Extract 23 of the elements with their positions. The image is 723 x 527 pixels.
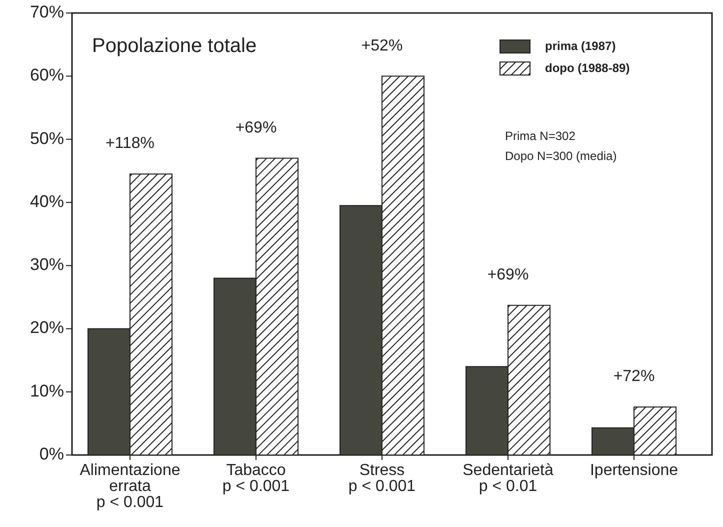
annotation: Dopo N=300 (media) (505, 149, 617, 163)
text: Popolazione totale (92, 35, 257, 57)
annotation: Prima N=302 (505, 129, 576, 143)
x-tick-label: Tabacco p < 0.001 (222, 462, 290, 495)
x-tick-label: Stress p < 0.001 (348, 462, 416, 495)
y-tick-label: 20% (30, 318, 64, 338)
legend-label: dopo (1988-89) (545, 61, 630, 76)
y-tick-label: 30% (30, 255, 64, 274)
x-tick-label: Alimentazione errata p < 0.001 (80, 462, 180, 511)
x-tick-label: Sedentarietà p < 0.01 (462, 462, 554, 495)
annotation: +118% (105, 135, 155, 152)
annotation: +69% (235, 119, 277, 136)
annotation: +52% (361, 37, 403, 54)
y-tick-label: 60% (30, 66, 64, 85)
y-tick-label: 40% (30, 192, 64, 211)
y-tick-label: 70% (30, 2, 64, 22)
y-tick-label: 50% (30, 128, 64, 148)
x-tick-label: Ipertensione (590, 462, 678, 479)
y-tick-label: 0% (39, 444, 64, 464)
y-tick-label: 10% (30, 381, 64, 400)
annotation: +72% (613, 368, 655, 386)
legend-label: prima (1987) (545, 39, 616, 54)
annotation: +69% (487, 266, 529, 284)
